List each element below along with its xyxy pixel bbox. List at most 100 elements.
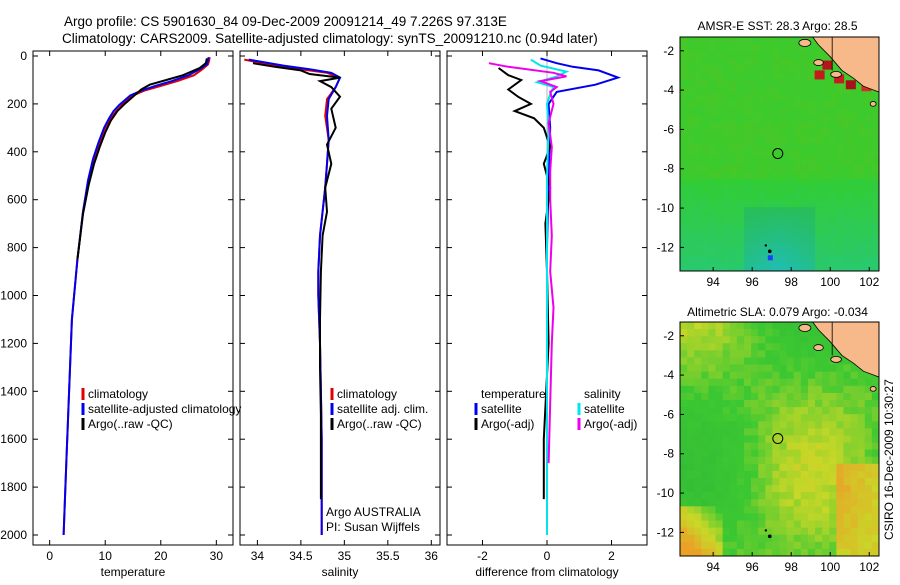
map-cell [743,371,752,380]
map-cell [765,150,773,159]
x-axis-label: salinity [322,565,359,579]
map-cell [793,534,802,543]
map-cell [736,107,745,116]
map-cell [751,400,759,408]
map-cell [772,548,781,556]
map-cell [843,129,852,137]
map-cell [722,150,731,159]
map-cell [850,214,859,222]
map-cell [751,329,759,337]
map-cell [758,200,766,208]
map-cell [701,129,710,137]
map-cell [871,221,879,230]
map-cell [807,79,816,88]
map-cell [822,435,830,444]
map-cell [864,136,873,144]
map-cell [758,143,766,152]
map-cell [850,527,859,536]
map-cell [793,58,802,66]
map-cell [715,357,724,366]
map-cell [829,400,837,408]
map-cell [822,178,830,187]
map-cell [758,136,766,144]
map-cell [715,492,724,500]
map-cell [843,548,852,556]
map-cell [850,157,859,166]
map-cell [843,185,852,194]
map-cell [871,456,879,465]
map-cell [843,364,852,373]
map-cell [815,513,823,522]
map-cell [779,343,788,351]
map-cell [864,414,873,422]
map-cell [751,79,759,88]
map-cell [822,343,830,351]
map-cell [708,421,717,429]
map-cell [857,378,866,387]
map-cell [822,256,830,265]
map-cell [829,58,837,66]
map-cell [736,100,745,109]
map-cell [850,534,859,543]
map-cell [694,520,702,529]
map-cell [743,79,752,88]
map-cell [786,534,795,543]
map-cell [736,350,745,359]
map-cell [871,164,879,173]
map-cell [722,371,731,380]
map-cell [786,435,795,444]
map-cell [829,435,837,444]
map-cell [680,499,688,507]
x-tick-label: 35 [338,549,352,563]
map-cell [779,171,788,180]
map-cell [765,364,773,373]
map-cell [708,242,717,251]
map-cell [793,193,802,201]
map-cell [743,435,752,444]
series-line-temperature-argo-adj- [498,67,552,500]
map-cell [857,499,866,507]
map-cell [708,58,717,66]
map-cell [694,178,702,187]
map-cell [758,541,766,550]
map-cell [786,470,795,479]
map-cell [807,548,816,556]
map-cell [864,200,873,208]
map-cell [765,385,773,394]
map-cell [687,499,695,507]
map-cell [701,263,710,271]
map-cell [864,371,873,380]
map-cell [864,534,873,543]
map-cell [829,129,837,137]
map-cell [701,193,710,201]
map-cell [736,221,745,230]
map-cell [765,37,773,45]
map-cell [857,107,866,116]
map-cell [729,322,738,330]
map-cell [722,221,731,230]
map-cell [779,378,788,387]
y-tick-label: 0 [20,49,27,63]
map-cell [765,72,773,81]
map-cell [722,51,731,59]
map-cell [765,463,773,472]
map-cell [836,79,845,88]
map-cell [680,336,688,344]
map-cell [743,499,752,507]
map-cell [715,37,724,45]
x-tick-label: 0 [544,549,551,563]
map-cell [779,414,788,422]
map-cell [864,435,873,444]
map-cell [807,136,816,144]
map-cell [715,79,724,88]
warm-sst-patch [834,74,845,84]
map-cell [786,164,795,173]
map-cell [751,263,759,271]
map-cell [736,157,745,166]
map-cell [843,414,852,422]
map-cell [836,200,845,208]
map-cell [864,385,873,394]
map-cell [680,249,688,258]
map-cell [800,378,809,387]
map-cell [772,364,781,373]
